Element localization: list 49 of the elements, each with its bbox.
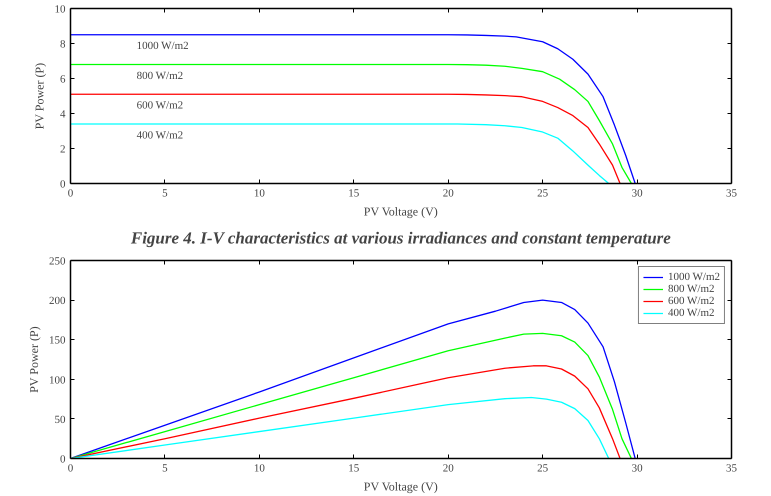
line-series (70, 34, 636, 184)
y-tick-label: 6 (60, 74, 66, 86)
line-series (70, 123, 610, 184)
y-tick-label: 50 (54, 414, 66, 426)
series-label: 1000 W/m2 (136, 40, 189, 52)
line-series (70, 299, 636, 458)
line-series (70, 396, 610, 458)
legend-label: 600 W/m2 (668, 295, 714, 307)
x-tick-label: 20 (442, 188, 454, 200)
legend-label: 800 W/m2 (668, 283, 714, 295)
x-axis-title: PV Voltage (V) (364, 204, 438, 218)
line-series (70, 365, 621, 458)
y-tick-label: 200 (49, 295, 66, 308)
x-tick-label: 15 (348, 462, 360, 474)
x-tick-label: 0 (68, 462, 74, 474)
series-label: 400 W/m2 (136, 129, 184, 142)
x-tick-label: 30 (632, 188, 644, 200)
caption: Figure 4. I-V characteristics at various irradiances and constant temperature (130, 228, 672, 248)
y-tick-label: 8 (60, 38, 66, 50)
y-tick-label: 0 (60, 454, 66, 466)
x-tick-label: 25 (537, 188, 549, 200)
y-tick-label: 2 (60, 144, 66, 156)
x-tick-label: 15 (348, 188, 360, 200)
y-tick-label: 0 (60, 178, 66, 190)
line-series (70, 332, 632, 458)
y-axis-title: PV Power (P) (27, 326, 41, 393)
series-label: 800 W/m2 (136, 70, 184, 82)
x-tick-label: 35 (726, 462, 738, 474)
y-axis-title: PV Power (P) (32, 62, 46, 130)
y-tick-label: 100 (49, 374, 66, 386)
line-series (70, 64, 632, 184)
y-tick-label: 4 (60, 108, 66, 120)
x-tick-label: 5 (162, 188, 168, 200)
x-tick-label: 10 (254, 462, 266, 474)
legend-label: 1000 W/m2 (668, 271, 720, 283)
line-series (70, 94, 621, 184)
series-label: 600 W/m2 (136, 100, 184, 112)
x-tick-label: 0 (68, 188, 74, 200)
x-tick-label: 35 (726, 188, 738, 200)
x-tick-label: 25 (537, 462, 549, 474)
y-tick-label: 10 (54, 4, 66, 16)
x-tick-label: 20 (442, 462, 454, 474)
legend-label: 400 W/m2 (668, 307, 714, 319)
x-tick-label: 10 (254, 188, 266, 200)
y-tick-label: 150 (49, 334, 66, 347)
x-tick-label: 30 (632, 462, 644, 474)
y-tick-label: 250 (49, 256, 66, 268)
x-tick-label: 5 (162, 462, 168, 474)
x-axis-title: PV Voltage (V) (364, 480, 438, 494)
